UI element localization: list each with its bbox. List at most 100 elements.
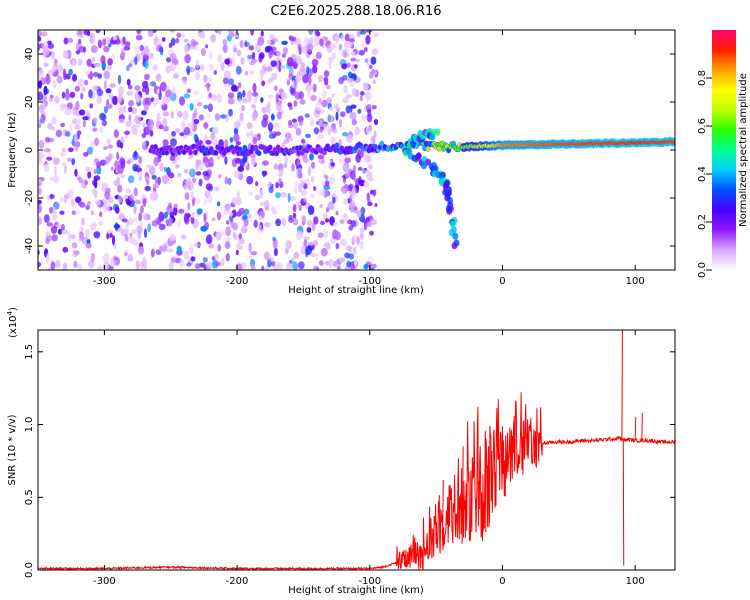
noise-blob (61, 91, 66, 99)
branch-blob (429, 133, 436, 141)
snr-marks (38, 330, 675, 570)
colorbar: 0.0 0.2 0.4 0.6 0.8 Normalized spectral ampl… (697, 30, 749, 278)
noise-blob (93, 175, 101, 181)
noise-blob (325, 180, 330, 187)
noise-blob (168, 172, 175, 179)
noise-blob (177, 172, 182, 178)
noise-blob (233, 170, 241, 179)
noise-blob (241, 105, 246, 112)
noise-blob (330, 239, 336, 245)
noise-blob (195, 71, 201, 81)
noise-blob (88, 89, 93, 99)
noise-blob (267, 77, 272, 85)
noise-blob (144, 59, 149, 69)
noise-blob (370, 189, 374, 195)
noise-blob (297, 43, 302, 50)
noise-blob (323, 76, 329, 83)
noise-blob (127, 175, 135, 184)
noise-blob (281, 217, 287, 227)
noise-blob (312, 64, 318, 74)
noise-blob (49, 194, 55, 200)
noise-blob (117, 194, 123, 204)
noise-blob (342, 132, 349, 137)
noise-blob (300, 189, 308, 197)
noise-blob (350, 57, 357, 62)
noise-blob (327, 201, 335, 211)
noise-blob (143, 45, 150, 56)
noise-blob (50, 225, 58, 234)
noise-blob (46, 156, 53, 161)
noise-blob (203, 212, 207, 223)
noise-blob (90, 45, 98, 54)
noise-blob (358, 49, 365, 56)
noise-blob (238, 245, 243, 251)
noise-blob (362, 82, 369, 92)
figure-title: C2E6.2025.288.18.06.R16 (270, 4, 441, 19)
noise-blob (363, 180, 369, 189)
noise-blob (150, 81, 157, 87)
noise-blob (348, 245, 353, 253)
noise-blob (46, 252, 50, 260)
noise-blob (373, 118, 379, 126)
ridge-core (672, 139, 675, 145)
noise-blob (176, 33, 182, 38)
noise-blob (193, 108, 198, 119)
noise-blob (120, 160, 126, 169)
noise-blob (318, 74, 323, 83)
ridge-core (164, 150, 169, 156)
noise-blob (205, 139, 212, 145)
noise-blob (308, 30, 314, 35)
noise-blob (87, 200, 91, 206)
noise-blob (291, 163, 295, 172)
noise-blob (292, 261, 298, 270)
noise-blob (207, 103, 213, 112)
noise-blob (120, 173, 126, 179)
noise-blob (285, 261, 293, 270)
noise-blob (205, 44, 209, 49)
noise-blob (327, 128, 332, 136)
noise-blob (144, 176, 149, 181)
noise-blob (64, 165, 67, 174)
noise-blob (85, 228, 90, 237)
noise-blob (186, 65, 191, 74)
noise-blob (366, 192, 370, 203)
noise-blob (126, 65, 130, 72)
noise-blob (365, 30, 373, 33)
noise-blob (335, 211, 339, 216)
noise-blob (333, 221, 339, 228)
noise-blob (159, 81, 167, 92)
noise-blob (239, 40, 244, 49)
noise-blob (370, 219, 378, 225)
y-tick-label: 0 (24, 147, 35, 153)
noise-blob (335, 242, 340, 250)
noise-blob (360, 227, 365, 233)
noise-blob (205, 261, 213, 270)
noise-blob (178, 96, 186, 106)
noise-blob (301, 215, 307, 226)
noise-blob (135, 260, 141, 270)
noise-blob (309, 153, 314, 161)
noise-blob (155, 73, 162, 83)
noise-blob (85, 204, 90, 210)
noise-blob (52, 211, 58, 221)
noise-blob (89, 34, 94, 44)
noise-blob (363, 264, 369, 270)
noise-blob (118, 118, 125, 124)
ridge-core (268, 144, 273, 150)
noise-blob (215, 261, 222, 267)
noise-blob (203, 104, 209, 109)
noise-blob (38, 36, 42, 42)
noise-blob (79, 226, 85, 233)
colorbar-tick-label: 0.0 (697, 262, 708, 278)
noise-blob (367, 201, 373, 207)
noise-blob (224, 203, 231, 210)
noise-blob (61, 147, 66, 153)
noise-blob (159, 162, 164, 172)
noise-blob (84, 79, 89, 86)
noise-blob (211, 217, 216, 222)
noise-blob (128, 100, 135, 107)
x-tick-label: -300 (93, 576, 116, 587)
noise-blob (74, 168, 78, 177)
noise-blob (353, 258, 358, 268)
